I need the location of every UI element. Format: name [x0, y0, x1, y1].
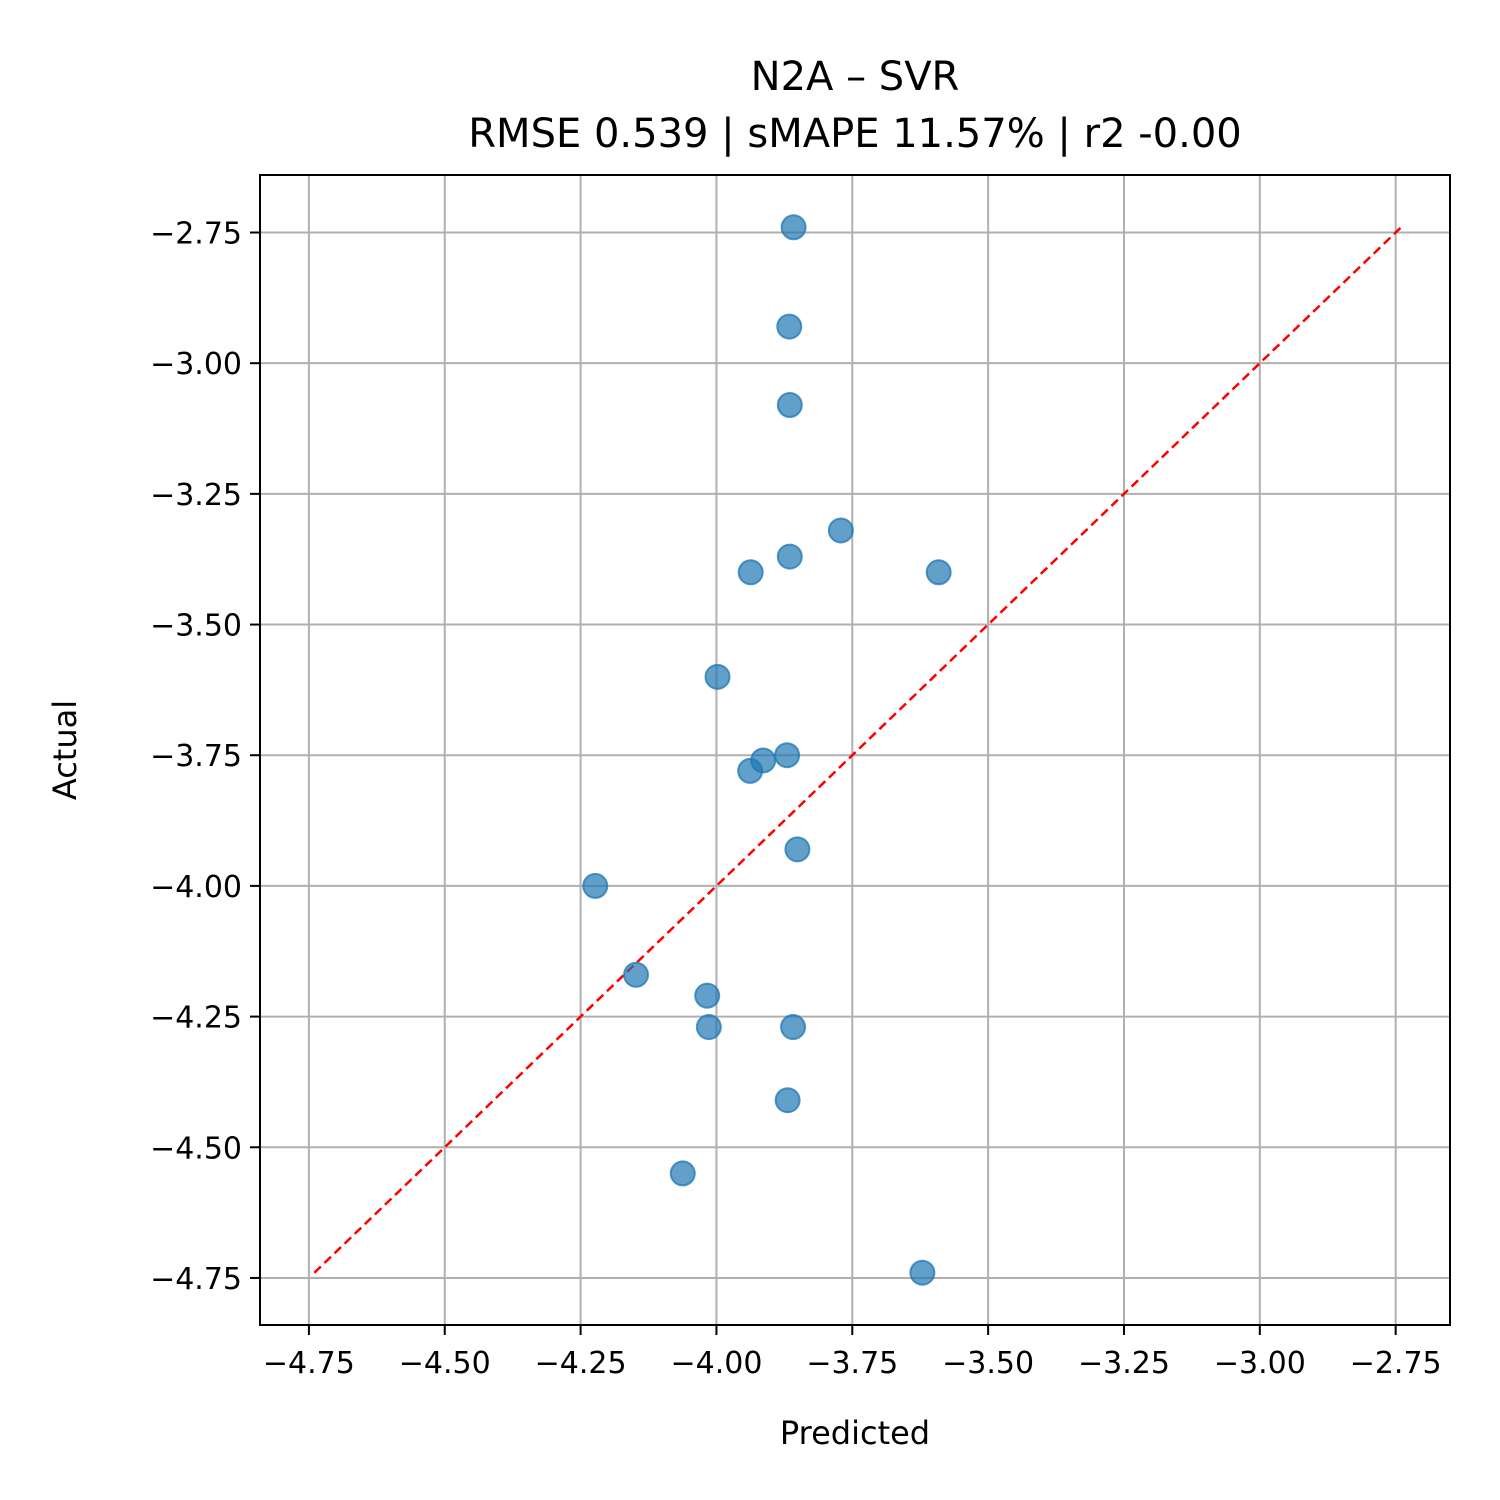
data-point	[780, 1014, 807, 1041]
data-point	[776, 392, 803, 418]
y-tick-label: −4.00	[150, 870, 242, 905]
data-point	[582, 872, 609, 899]
y-tick-label: −3.00	[150, 347, 242, 382]
x-tick-label: −4.00	[670, 1346, 762, 1381]
y-tick-label: −4.50	[150, 1131, 242, 1166]
data-point	[909, 1259, 936, 1286]
y-axis-label: Actual	[46, 700, 84, 800]
grid	[260, 175, 1450, 1325]
data-point	[776, 313, 803, 340]
y-tick-label: −4.25	[150, 1001, 242, 1036]
y-axis: −2.75 −3.00 −3.25 −3.50 −3.75 −4.00 −4.25 −4.50…	[150, 217, 260, 1297]
chart-subtitle: RMSE 0.539 | sMAPE 11.57% | r2 -0.00	[468, 111, 1241, 157]
chart-title: N2A – SVR	[751, 54, 960, 100]
y-tick-label: −4.75	[150, 1262, 242, 1297]
data-point	[776, 543, 803, 570]
data-point	[774, 742, 801, 769]
y-tick-label: −3.25	[150, 478, 242, 513]
data-point	[827, 517, 854, 544]
x-tick-label: −3.50	[942, 1346, 1034, 1381]
data-point	[695, 1014, 722, 1041]
data-point	[925, 559, 952, 586]
reference-line	[313, 226, 1402, 1274]
data-point	[704, 663, 731, 690]
x-tick-label: −3.25	[1078, 1346, 1170, 1381]
data-point	[669, 1160, 696, 1187]
x-tick-label: −4.25	[535, 1346, 627, 1381]
points	[582, 214, 952, 1286]
x-axis-label: Predicted	[780, 1414, 930, 1452]
data-point	[774, 1087, 801, 1114]
data-point	[737, 757, 764, 784]
x-tick-label: −3.00	[1214, 1346, 1306, 1381]
data-point	[784, 836, 811, 863]
x-tick-label: −4.75	[263, 1346, 355, 1381]
y-tick-label: −2.75	[150, 217, 242, 252]
data-point	[694, 982, 721, 1009]
data-point	[780, 214, 807, 241]
plot-area	[259, 174, 1451, 1326]
x-tick-label: −4.50	[399, 1346, 491, 1381]
x-tick-label: −3.75	[806, 1346, 898, 1381]
data-point	[623, 961, 650, 988]
x-axis: −4.75 −4.50 −4.25 −4.00 −3.75 −3.50 −3.25 −3.00…	[263, 1325, 1442, 1381]
y-tick-label: −3.50	[150, 609, 242, 644]
data-point	[737, 559, 764, 586]
x-tick-label: −2.75	[1350, 1346, 1442, 1381]
y-tick-label: −3.75	[150, 739, 242, 774]
